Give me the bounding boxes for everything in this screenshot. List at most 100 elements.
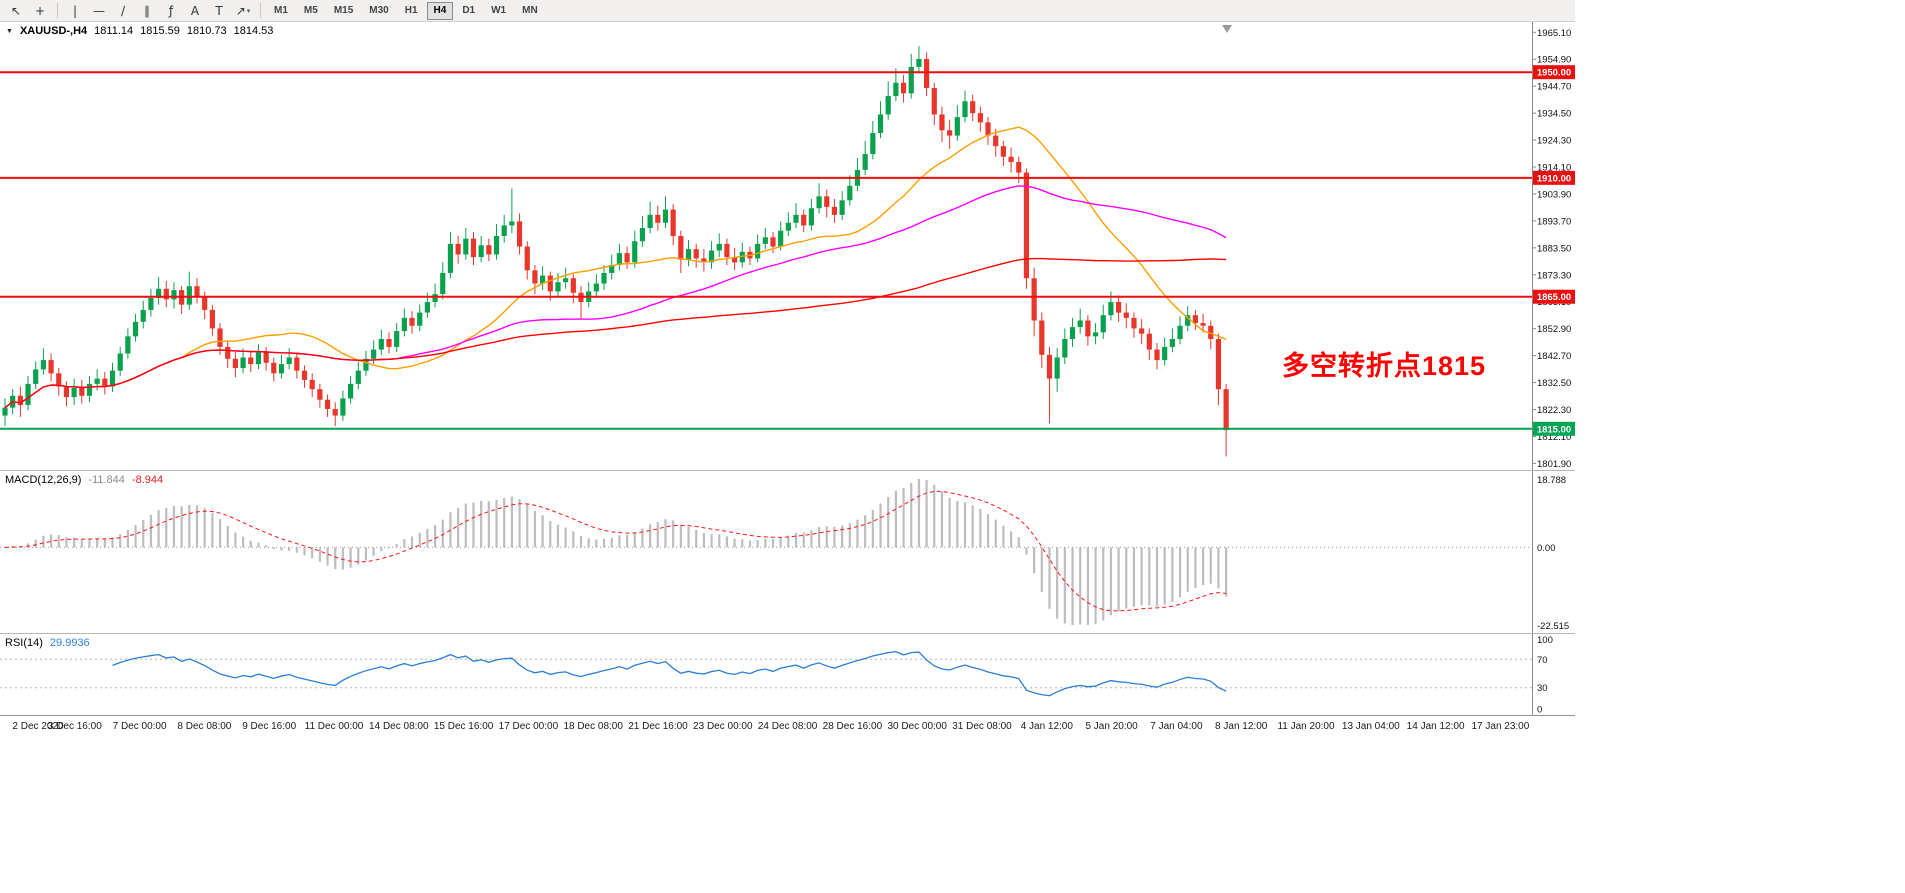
- time-axis-label: 7 Jan 04:00: [1150, 721, 1203, 732]
- time-axis-label: 23 Dec 00:00: [693, 721, 753, 732]
- price-tick-label: 1832.50: [1537, 378, 1571, 389]
- time-axis-label: 8 Jan 12:00: [1215, 721, 1268, 732]
- candle-body: [317, 389, 323, 400]
- price-badge: [1533, 65, 1575, 80]
- fibonacci-retracement-tool-icon[interactable]: ƒ: [160, 2, 182, 20]
- candle-body: [217, 328, 223, 347]
- candle-body: [1177, 325, 1183, 339]
- candle-body: [248, 357, 254, 365]
- candle-body: [278, 364, 285, 374]
- candle-body: [632, 241, 638, 263]
- candle-body: [770, 237, 776, 247]
- equidistant-channel-tool-icon[interactable]: ∥: [136, 2, 158, 20]
- candle-body: [931, 88, 937, 115]
- candle-body: [993, 135, 999, 147]
- horizontal-line-tool-icon[interactable]: —: [88, 2, 110, 20]
- time-axis-label: 2 Dec 2020: [12, 721, 64, 732]
- candle-body: [924, 58, 930, 89]
- price-tick-label: 1965.10: [1537, 28, 1571, 39]
- candle-body: [417, 312, 423, 326]
- timeframe-button-w1[interactable]: W1: [484, 2, 513, 20]
- time-axis-label: 21 Dec 16:00: [628, 721, 688, 732]
- candle-body: [609, 265, 615, 273]
- trendline-tool-icon[interactable]: /: [112, 2, 134, 20]
- candle-body: [877, 114, 884, 133]
- price-tick-label: 1801.90: [1537, 459, 1571, 470]
- candle-body: [386, 338, 392, 347]
- candle-body: [739, 251, 745, 263]
- candle-body: [478, 245, 484, 258]
- candle-body: [401, 317, 407, 332]
- drawing-tools-group: ↖ + | — / ∥ ƒ A T ↗▾: [4, 2, 266, 20]
- cursor-tool-icon[interactable]: ↖: [5, 2, 27, 20]
- time-axis-label: 15 Dec 16:00: [433, 721, 494, 732]
- chart-expander-icon[interactable]: ▼: [6, 27, 13, 35]
- candle-body: [701, 258, 707, 263]
- timeframe-button-m1[interactable]: M1: [267, 2, 295, 20]
- macd-axis-label: 0.00: [1537, 543, 1556, 554]
- candle-body: [240, 357, 246, 369]
- vertical-line-tool-icon[interactable]: |: [64, 2, 86, 20]
- arrows-tool-icon[interactable]: ↗▾: [232, 2, 254, 20]
- candle-body: [2, 407, 8, 416]
- timeframe-button-m30[interactable]: M30: [362, 2, 395, 20]
- candle-body: [985, 122, 991, 136]
- text-tool-icon[interactable]: A: [184, 2, 206, 20]
- price-badge-label: 1815.00: [1537, 424, 1571, 435]
- macd-axis-label: 18.788: [1537, 475, 1566, 486]
- rsi-chart[interactable]: 100 70 30 0: [0, 634, 1575, 715]
- candle-body: [831, 206, 838, 215]
- candle-body: [954, 117, 960, 136]
- timeframe-button-h4[interactable]: H4: [426, 1, 454, 20]
- rsi-axis-label: 100: [1537, 635, 1553, 646]
- candle-body: [363, 358, 369, 371]
- candle-body: [670, 209, 676, 236]
- time-axis-label: 11 Dec 00:00: [304, 721, 364, 732]
- timeframe-button-m15[interactable]: M15: [327, 2, 360, 20]
- candle-body: [332, 408, 338, 416]
- macd-chart[interactable]: 18.788 0.00 -22.515: [0, 471, 1575, 633]
- candle-body: [309, 379, 315, 390]
- candle-body: [847, 185, 853, 201]
- time-axis-label: 30 Dec 00:00: [887, 721, 947, 732]
- time-axis-label: 5 Jan 20:00: [1085, 721, 1138, 732]
- timeframe-button-mn[interactable]: MN: [515, 2, 545, 20]
- candle-body: [447, 243, 454, 273]
- timeframe-group: M1 M5 M15 M30 H1 H4 D1 W1 MN: [266, 1, 546, 20]
- main-candlestick-chart[interactable]: 1965.10 1954.90 1944.70 1934.50 1924.30 1914.…: [0, 22, 1575, 470]
- candle-body: [163, 288, 169, 300]
- price-badge: [1533, 170, 1575, 185]
- candle-body: [324, 399, 331, 409]
- time-axis-label: 31 Dec 08:00: [952, 721, 1012, 732]
- candle-body: [294, 357, 300, 371]
- candle-body: [102, 378, 108, 387]
- symbol-info-bar: ▼ XAUUSD-,H4 1811.14 1815.59 1810.73 181…: [6, 25, 273, 37]
- timeframe-button-h1[interactable]: H1: [398, 2, 425, 20]
- timeframe-button-d1[interactable]: D1: [455, 2, 482, 20]
- crosshair-tool-icon[interactable]: +: [29, 2, 51, 20]
- timeframe-button-m5[interactable]: M5: [297, 2, 325, 20]
- text-label-tool-icon[interactable]: T: [208, 2, 230, 20]
- candle-body: [470, 238, 477, 258]
- toolbar-separator: [260, 3, 261, 18]
- candle-body: [424, 302, 430, 313]
- macd-signal-value: -8.944: [131, 474, 164, 486]
- candle-body: [171, 290, 177, 300]
- candle-body: [1039, 320, 1045, 355]
- candle-body: [563, 278, 569, 283]
- candle-body: [1200, 323, 1206, 326]
- candle-body: [194, 286, 200, 297]
- candle-body: [432, 294, 438, 302]
- candle-body: [593, 283, 599, 292]
- candle-body: [86, 383, 93, 396]
- candle-body: [977, 113, 983, 123]
- ohlc-close: 1814.53: [233, 25, 274, 37]
- candle-body: [17, 395, 23, 406]
- candle-body: [900, 82, 907, 94]
- candle-body: [1108, 302, 1114, 316]
- ohlc-open: 1811.14: [94, 25, 134, 37]
- time-axis[interactable]: 2 Dec 2020 3 Dec 16:00 7 Dec 00:00 8 Dec 08…: [0, 715, 1575, 740]
- chart-shift-marker[interactable]: [1222, 25, 1232, 33]
- candle-body: [616, 253, 622, 266]
- trading-terminal-window: ↖ + | — / ∥ ƒ A T ↗▾ M1 M5 M15 M30 H1 H4 D1 W1 MN ▼ XAUUS…: [0, 0, 1575, 740]
